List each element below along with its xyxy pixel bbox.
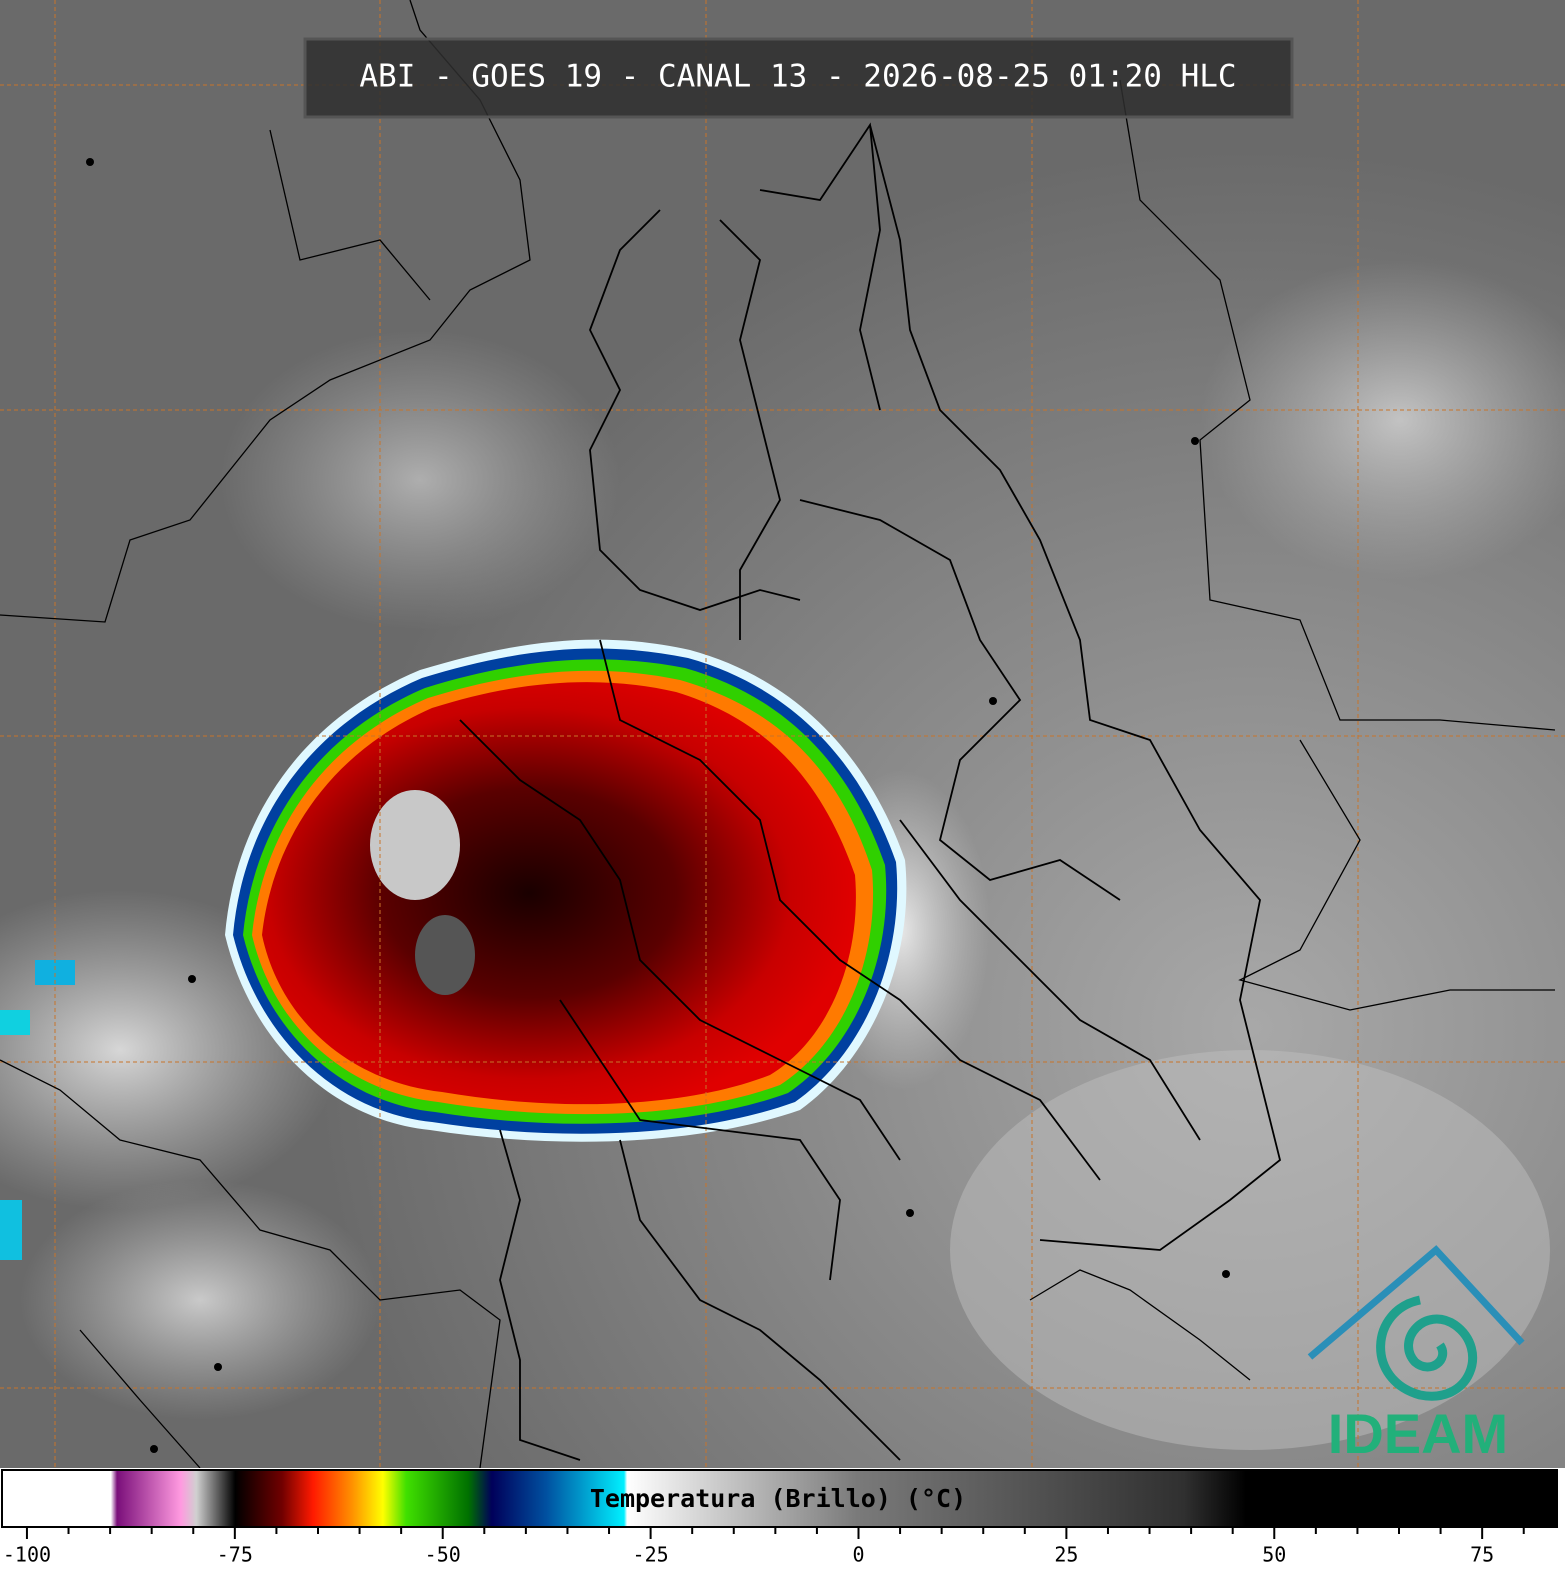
graticule	[0, 0, 1565, 1468]
cloud	[950, 1050, 1550, 1450]
title-box	[303, 37, 1294, 119]
tick-label: 0	[852, 1543, 864, 1567]
logo: IDEAM	[1307, 1245, 1525, 1465]
title: ABI - GOES 19 - CANAL 13 - 2026-08-25 01…	[359, 59, 1236, 95]
colorbar-axis: -100 -75 -50 -25 0 25 50 75	[3, 1527, 1525, 1567]
cold-patch	[0, 1010, 30, 1035]
cloud	[20, 1180, 380, 1420]
tick-label: -50	[425, 1543, 461, 1567]
borders	[0, 0, 1556, 1469]
cities	[86, 158, 1230, 1453]
cloud	[1200, 260, 1565, 580]
cold-patch	[0, 1200, 22, 1260]
cloud-top	[262, 682, 856, 1105]
department-borders	[459, 122, 1282, 1461]
overshooting-top	[415, 915, 475, 995]
colorbar-label: Temperatura (Brillo) (°C)	[590, 1484, 966, 1513]
tick-label: 50	[1262, 1543, 1286, 1567]
logo-swirl	[1376, 1295, 1477, 1401]
tick-label: -100	[3, 1543, 51, 1567]
tick-label: -25	[633, 1543, 669, 1567]
tick-label: 25	[1054, 1543, 1078, 1567]
overshooting-top	[370, 790, 460, 900]
cloud	[220, 330, 620, 630]
colorbar	[1, 1469, 1558, 1528]
logo-roof	[1307, 1245, 1525, 1360]
logo-text: IDEAM	[1328, 1402, 1508, 1465]
tick-label: -75	[217, 1543, 253, 1567]
tick-label: 75	[1470, 1543, 1494, 1567]
